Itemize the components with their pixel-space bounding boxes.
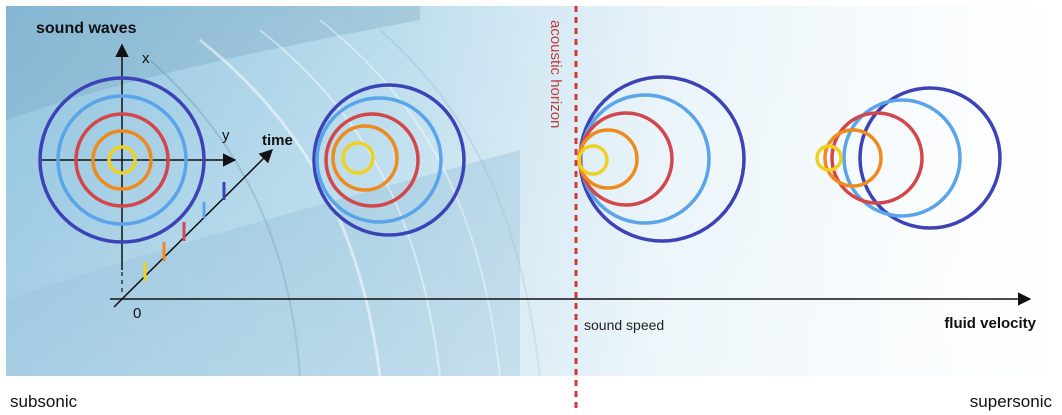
fluid-velocity-label: fluid velocity (944, 315, 1036, 332)
time-axis (113, 149, 273, 308)
waterfall-background (6, 6, 1056, 377)
wavefront-4 (315, 96, 443, 224)
sound-speed-label: sound speed (584, 317, 664, 333)
wavefront-2 (331, 124, 399, 192)
wavefront-2 (91, 129, 153, 191)
wavefront-3 (830, 111, 924, 205)
title-label: sound waves (36, 20, 137, 37)
wave-group-subsonic (312, 83, 466, 237)
acoustic-horizon-label: acoustic horizon (547, 20, 564, 128)
subsonic-label: subsonic (10, 392, 78, 411)
wavefront-5 (38, 76, 206, 244)
axes (40, 43, 1032, 308)
wavefront-2 (823, 128, 883, 188)
time-ticks (143, 182, 226, 281)
wavefront-4 (56, 94, 188, 226)
wavefront-5 (312, 83, 466, 237)
wavefront-5 (858, 86, 1002, 230)
wave-group-at-rest (38, 76, 206, 244)
wavefront-1 (341, 141, 375, 175)
time-axis-label: time (262, 132, 293, 149)
wave-group-supersonic (815, 86, 1002, 230)
wavefront-4 (842, 98, 962, 218)
wavefront-1 (815, 144, 843, 172)
x-axis-label: x (142, 50, 150, 67)
y-axis-label: y (222, 127, 230, 144)
supersonic-label: supersonic (970, 392, 1053, 411)
origin-label: 0 (133, 305, 141, 322)
wavefront-1 (577, 144, 609, 176)
wavefront-3 (74, 112, 170, 208)
wave-group-sonic (577, 75, 746, 243)
wavefront-3 (324, 112, 420, 208)
wavefront-1 (107, 145, 137, 175)
